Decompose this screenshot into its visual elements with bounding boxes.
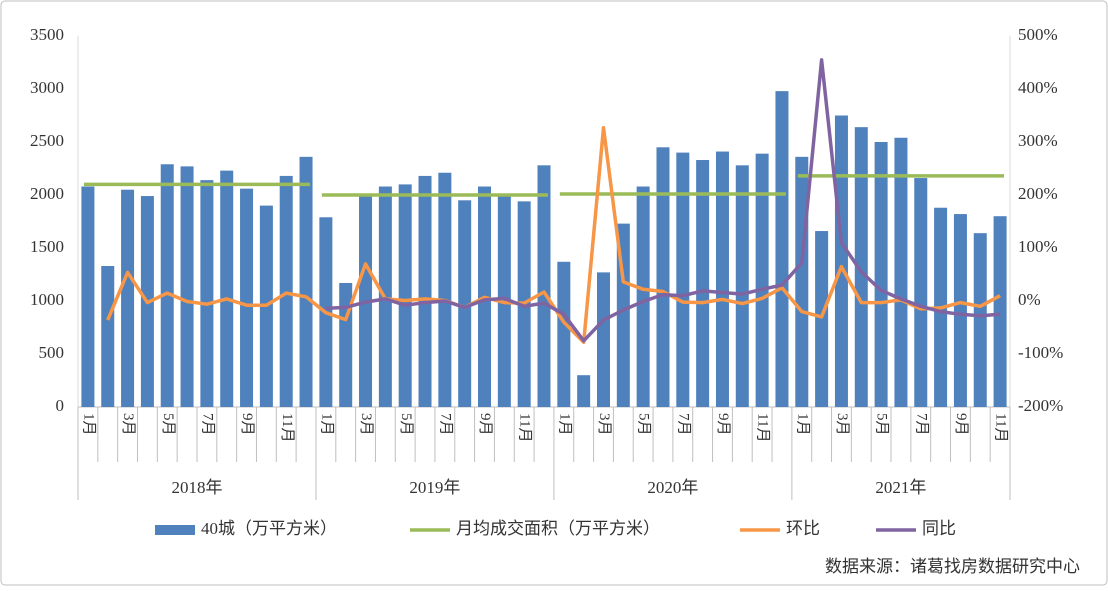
bar [557, 261, 571, 407]
y-tick-label: 500 [39, 343, 65, 362]
bar [854, 127, 868, 407]
y2-tick-label: 400% [1018, 78, 1058, 97]
y2-tick-label: -200% [1018, 396, 1063, 415]
x-tick-label: 1月 [794, 413, 810, 436]
bar [953, 214, 967, 407]
x-tick-label: 7月 [199, 413, 215, 436]
group-label: 2021年 [875, 478, 926, 497]
x-tick-label: 9月 [953, 413, 969, 436]
x-tick-label: 5月 [160, 413, 176, 436]
x-tick-label: 9月 [239, 413, 255, 436]
y2-tick-label: 300% [1018, 131, 1058, 150]
x-tick-label: 11月 [755, 413, 771, 442]
y-tick-label: 3500 [30, 25, 64, 44]
x-tick-label: 7月 [913, 413, 929, 436]
x-tick-label: 9月 [715, 413, 731, 436]
bar [973, 233, 987, 407]
x-tick-label: 5月 [874, 413, 890, 436]
x-tick-label: 5月 [636, 413, 652, 436]
bar [894, 137, 908, 407]
bar [696, 160, 710, 407]
bar [815, 231, 829, 407]
bar [180, 166, 194, 407]
x-tick-label: 11月 [517, 413, 533, 442]
bar [993, 216, 1007, 407]
y-tick-label: 1000 [30, 290, 64, 309]
x-tick-label: 11月 [279, 413, 295, 442]
x-tick-label: 1月 [318, 413, 334, 436]
legend-label: 月均成交面积（万平方米） [456, 519, 660, 538]
bar [775, 91, 789, 408]
x-tick-label: 3月 [596, 413, 612, 436]
x-tick-label: 1月 [80, 413, 96, 436]
bar [874, 142, 888, 407]
group-label: 2019年 [409, 478, 460, 497]
x-tick-label: 1月 [556, 413, 572, 436]
x-tick-label: 7月 [675, 413, 691, 436]
group-label: 2020年 [647, 478, 698, 497]
bar [121, 189, 135, 407]
line [325, 58, 1001, 343]
y2-tick-label: 500% [1018, 25, 1058, 44]
bar [715, 151, 729, 407]
bar [537, 165, 551, 407]
bar [240, 188, 254, 407]
x-tick-label: 3月 [834, 413, 850, 436]
y-tick-label: 0 [56, 396, 65, 415]
y2-tick-label: -100% [1018, 343, 1063, 362]
bar [636, 186, 650, 407]
group-label: 2018年 [171, 478, 222, 497]
legend-label: 同比 [922, 519, 956, 538]
bar [834, 115, 848, 407]
bar [101, 266, 115, 407]
y-tick-label: 3000 [30, 78, 64, 97]
bar [398, 184, 412, 407]
x-tick-label: 9月 [477, 413, 493, 436]
bar [676, 152, 690, 407]
bar [914, 178, 928, 407]
y2-tick-label: 0% [1018, 290, 1041, 309]
x-tick-label: 3月 [120, 413, 136, 436]
bar [200, 180, 214, 407]
x-tick-label: 5月 [398, 413, 414, 436]
bar [458, 200, 472, 407]
bar [497, 193, 511, 407]
x-tick-label: 3月 [358, 413, 374, 436]
y2-tick-label: 200% [1018, 184, 1058, 203]
bar [596, 272, 610, 407]
bar [755, 153, 769, 407]
bar [81, 186, 95, 407]
bar [438, 172, 452, 407]
legend-label: 环比 [786, 519, 820, 538]
x-tick-label: 7月 [437, 413, 453, 436]
bar [735, 165, 749, 407]
bar [160, 164, 174, 407]
legend-label: 40城（万平方米） [201, 519, 337, 538]
y-tick-label: 2000 [30, 184, 64, 203]
bar [656, 147, 670, 408]
x-tick-label: 11月 [993, 413, 1009, 442]
legend-swatch [155, 525, 195, 535]
bar [418, 175, 432, 407]
source-note: 数据来源：诸葛找房数据研究中心 [825, 557, 1080, 576]
bar [220, 170, 234, 407]
y-tick-label: 1500 [30, 237, 64, 256]
bar [577, 375, 591, 407]
bar [795, 156, 809, 407]
y-tick-label: 2500 [30, 131, 64, 150]
y2-tick-label: 100% [1018, 237, 1058, 256]
bar [299, 156, 313, 407]
